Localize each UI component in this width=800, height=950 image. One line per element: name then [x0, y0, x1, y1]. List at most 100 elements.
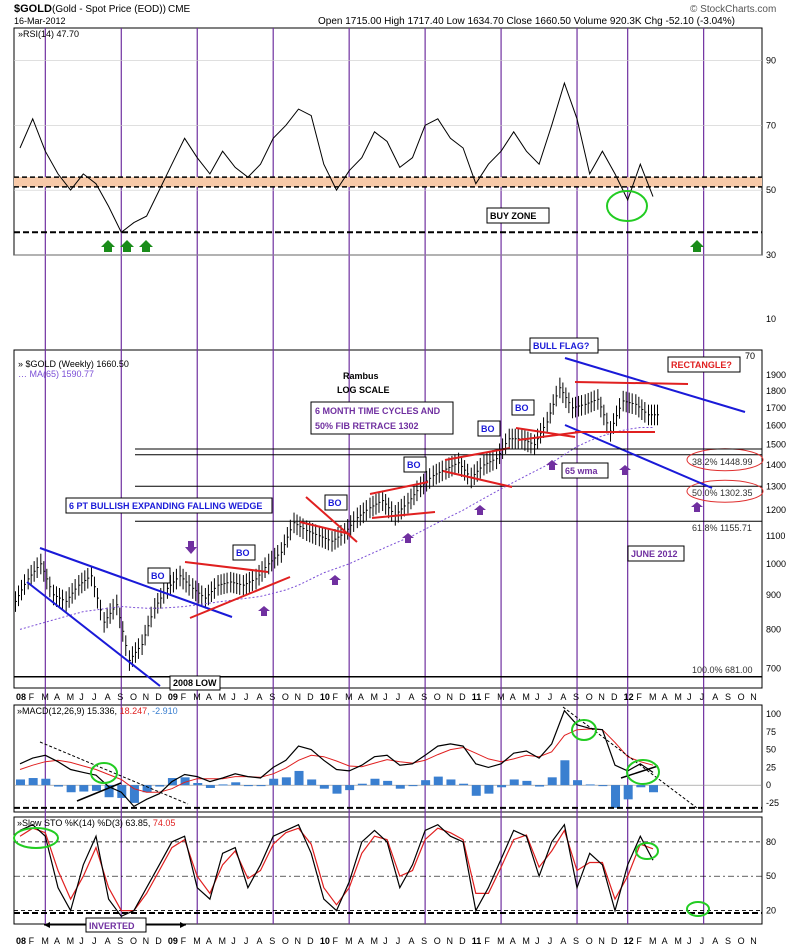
month-tick-label: N — [295, 936, 302, 946]
month-tick-label: S — [421, 936, 427, 946]
fib-label: 50.0% 1302.35 — [692, 488, 753, 498]
sto-green-circle — [635, 842, 659, 860]
buy-zone-label: BUY ZONE — [490, 211, 536, 221]
macd-histogram-bar — [623, 785, 633, 800]
macd-histogram-bar — [205, 785, 215, 788]
month-tick-label: S — [269, 936, 275, 946]
low-2008-box — [169, 675, 221, 691]
sto-d-line — [19, 827, 654, 912]
bo-4-label: BO — [407, 460, 421, 470]
bo-5-label: BO — [481, 424, 495, 434]
macd-histogram-bar — [357, 783, 367, 786]
bo-3-label: BO — [328, 498, 342, 508]
june-box — [627, 545, 685, 562]
month-tick-label: O — [282, 936, 289, 946]
header-symbol: $GOLD — [14, 3, 52, 15]
month-tick-label: S — [117, 936, 123, 946]
macd-histogram-bar — [370, 778, 380, 786]
month-tick-label: A — [560, 936, 566, 946]
month-tick-label: O — [282, 692, 289, 702]
purple-up-arrow — [691, 502, 703, 512]
macd-trend-line — [76, 782, 122, 802]
month-tick-label: J — [79, 936, 84, 946]
month-tick-label: M — [522, 692, 530, 702]
month-tick-label: 08 — [16, 936, 26, 946]
price-tick-label: 900 — [766, 590, 781, 600]
macd-histogram-bar — [446, 779, 456, 786]
macd-histogram-bar — [129, 785, 139, 803]
macd-histogram-bar — [28, 778, 38, 786]
month-tick-label: N — [750, 936, 757, 946]
macd-histogram-bar — [459, 783, 469, 786]
ma-label: … MA(65) 1590.77 — [18, 369, 94, 379]
month-tick-label: F — [636, 936, 642, 946]
price-top-level: 70 — [745, 351, 755, 361]
month-tick-label: F — [484, 692, 490, 702]
month-tick-label: M — [41, 936, 49, 946]
header-watermark: © StockCharts.com — [690, 4, 776, 15]
pattern-line — [517, 431, 581, 441]
green-up-arrow — [139, 240, 153, 252]
macd-histogram-bar — [433, 776, 443, 786]
month-tick-label: J — [383, 692, 388, 702]
fib-circle — [686, 479, 764, 503]
pattern-line — [444, 447, 511, 461]
macd-tick-label: 75 — [766, 727, 776, 737]
macd-histogram-bar — [319, 785, 329, 789]
purple-up-arrow — [329, 575, 341, 585]
macd-label: »MACD(12,26,9) 15.336, 18.247, -2.910 — [17, 706, 178, 716]
month-tick-label: A — [358, 692, 364, 702]
purple-up-arrow — [546, 460, 558, 470]
bo-5-box — [477, 420, 501, 437]
month-tick-label: 10 — [320, 936, 330, 946]
month-tick-label: F — [29, 692, 35, 702]
month-tick-label: J — [396, 936, 401, 946]
month-tick-label: D — [459, 936, 466, 946]
month-tick-label: A — [206, 936, 212, 946]
bo-2-box — [232, 544, 256, 561]
month-tick-label: M — [41, 692, 49, 702]
month-tick-label: M — [370, 936, 378, 946]
month-tick-label: S — [725, 692, 731, 702]
green-up-arrow — [690, 240, 704, 252]
rectangle-label: RECTANGLE? — [671, 360, 732, 370]
macd-histogram-bar — [218, 784, 228, 786]
month-tick-label: M — [497, 936, 505, 946]
macd-histogram-bar — [117, 785, 127, 798]
month-tick-label: O — [586, 692, 593, 702]
macd-histogram-bar — [180, 777, 190, 786]
rsi-tick-label: 50 — [766, 185, 776, 195]
rsi-tick-label: 10 — [766, 314, 776, 324]
month-tick-label: F — [333, 692, 339, 702]
macd-histogram-bar — [79, 785, 89, 792]
bo-4-box — [403, 456, 427, 473]
flag-lower — [564, 424, 713, 489]
buy-zone-box — [486, 207, 550, 224]
month-tick-label: A — [358, 936, 364, 946]
purple-up-arrow — [402, 533, 414, 543]
month-tick-label: M — [67, 692, 75, 702]
month-tick-label: 11 — [472, 936, 482, 946]
macd-histogram-bar — [471, 785, 481, 796]
macd-histogram-bar — [307, 779, 317, 786]
macd-trend-dashed — [562, 706, 698, 809]
month-tick-label: N — [295, 692, 302, 702]
macd-histogram-bar — [104, 785, 114, 798]
month-tick-label: A — [560, 692, 566, 702]
month-tick-label: 12 — [624, 692, 634, 702]
month-tick-label: S — [117, 692, 123, 702]
macd-histogram-bar — [16, 779, 25, 786]
month-tick-label: A — [408, 936, 414, 946]
cycles-box — [310, 401, 454, 435]
month-tick-label: S — [269, 692, 275, 702]
sto-green-circle — [686, 901, 710, 917]
macd-histogram-bar — [256, 785, 266, 787]
ma-line — [19, 427, 653, 630]
sto-label-part: 74.05 — [153, 818, 176, 828]
cycles-label-2: 50% FIB RETRACE 1302 — [315, 421, 419, 431]
macd-histogram-bar — [636, 785, 646, 788]
macd-histogram-bar — [573, 780, 583, 786]
cycles-label-1: 6 MONTH TIME CYCLES AND — [315, 406, 441, 416]
month-tick-label: O — [434, 936, 441, 946]
